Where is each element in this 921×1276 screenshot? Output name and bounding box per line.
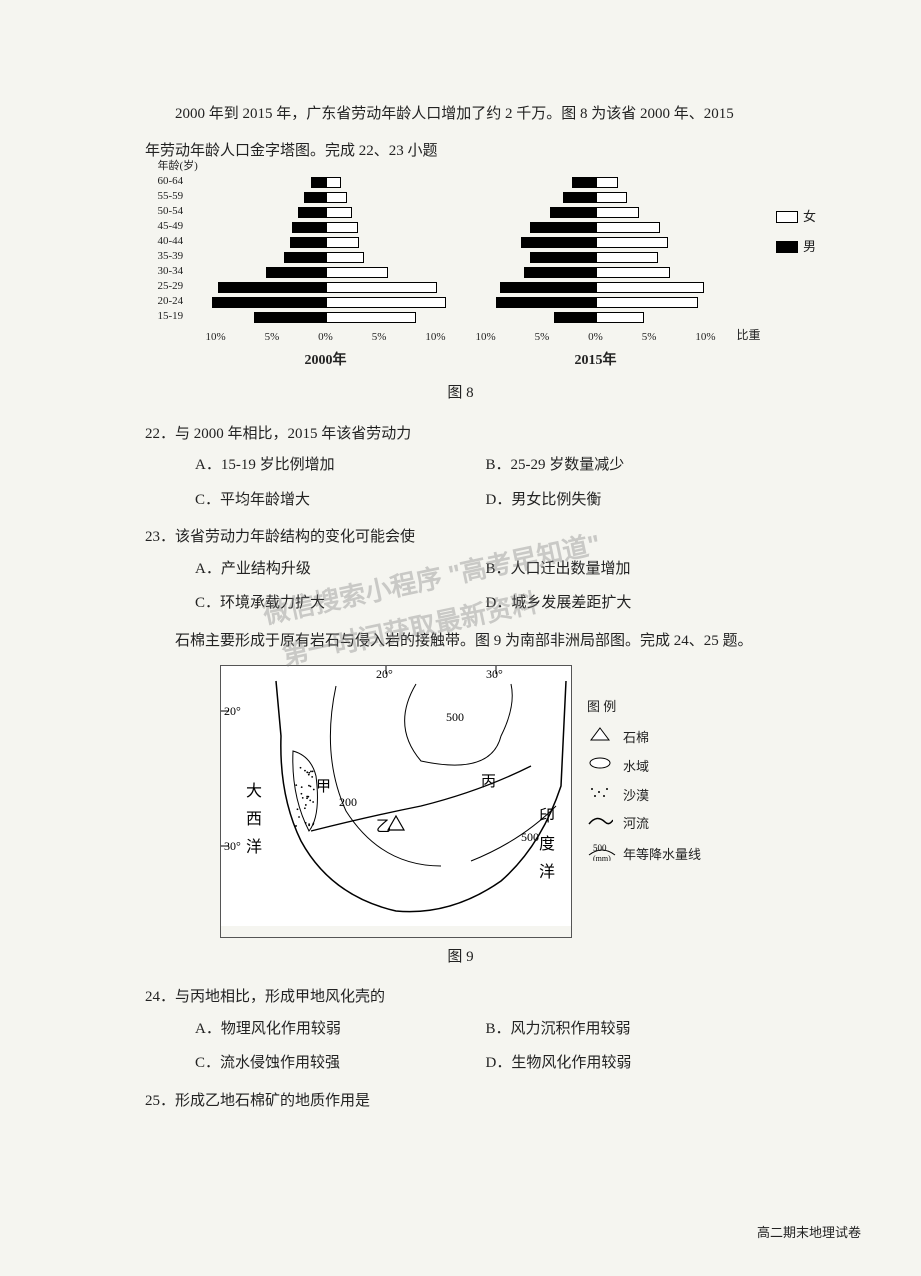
pyramid-2015: 10%5%0%5%10% 2015年 比重 (476, 175, 716, 374)
map-legend-title: 图 例 (587, 695, 701, 720)
svg-text:30°: 30° (224, 839, 241, 853)
map-legend: 图 例 石棉水域沙漠河流500(mm)年等降水量线 (587, 665, 701, 938)
page-footer: 高二期末地理试卷 (757, 1221, 861, 1246)
figure-9-caption: 图 9 (145, 943, 776, 972)
svg-text:洋: 洋 (539, 863, 555, 881)
q23-option-c: C．环境承载力扩大 (195, 589, 486, 618)
legend-male-icon (776, 241, 798, 253)
svg-text:度: 度 (539, 835, 555, 853)
age-axis-labels: 年龄(岁)60-6455-5950-5445-4940-4435-3930-34… (158, 175, 198, 324)
svg-text:20°: 20° (376, 667, 393, 681)
q24-option-d: D．生物风化作用较弱 (486, 1049, 777, 1078)
legend-male-label: 男 (803, 235, 816, 260)
svg-text:200: 200 (339, 795, 357, 809)
pyramid-2000: 年龄(岁)60-6455-5950-5445-4940-4435-3930-34… (206, 175, 446, 374)
legend-female-icon (776, 211, 798, 223)
question-23: 23．该省劳动力年龄结构的变化可能会使 A．产业结构升级 B．人口迁出数量增加 … (145, 523, 776, 621)
q25-stem: 25．形成乙地石棉矿的地质作用是 (145, 1087, 776, 1116)
q22-option-c: C．平均年龄增大 (195, 486, 486, 515)
q22-option-d: D．男女比例失衡 (486, 486, 777, 515)
legend-female-label: 女 (803, 205, 816, 230)
svg-text:20°: 20° (224, 704, 241, 718)
q23-option-d: D．城乡发展差距扩大 (486, 589, 777, 618)
q23-stem: 23．该省劳动力年龄结构的变化可能会使 (145, 523, 776, 552)
svg-text:(mm): (mm) (593, 854, 611, 861)
figure-8-caption: 图 8 (145, 379, 776, 408)
pyramid-axis-2000: 10%5%0%5%10% (206, 327, 446, 348)
year-label-2015: 2015年 (476, 348, 716, 375)
svg-text:500: 500 (446, 710, 464, 724)
q24-option-b: B．风力沉积作用较弱 (486, 1015, 777, 1044)
svg-text:丙: 丙 (481, 774, 496, 790)
axis-label-bizlabel: 比重 (736, 324, 760, 347)
map-container: 甲乙丙20050050020°30°大西洋印度洋20°30° 图 例 石棉水域沙… (145, 665, 776, 938)
q22-option-a: A．15-19 岁比例增加 (195, 451, 486, 480)
svg-text:500: 500 (521, 830, 539, 844)
svg-text:印: 印 (539, 807, 555, 825)
pyramid-bars-2015 (476, 175, 716, 325)
intro-line-1: 2000 年到 2015 年，广东省劳动年龄人口增加了约 2 千万。图 8 为该… (145, 100, 776, 129)
svg-text:大: 大 (246, 782, 262, 800)
svg-text:西: 西 (246, 811, 262, 828)
year-label-2000: 2000年 (206, 348, 446, 375)
svg-text:洋: 洋 (246, 838, 262, 856)
q24-stem: 24．与丙地相比，形成甲地风化壳的 (145, 983, 776, 1012)
pyramid-chart-container: 年龄(岁)60-6455-5950-5445-4940-4435-3930-34… (145, 175, 776, 374)
q23-option-b: B．人口迁出数量增加 (486, 555, 777, 584)
q24-option-c: C．流水侵蚀作用较强 (195, 1049, 486, 1078)
svg-text:30°: 30° (486, 667, 503, 681)
q23-option-a: A．产业结构升级 (195, 555, 486, 584)
svg-text:500: 500 (593, 843, 607, 853)
passage-2-intro: 石棉主要形成于原有岩石与侵入岩的接触带。图 9 为南部非洲局部图。完成 24、2… (145, 627, 776, 656)
intro-line-2: 年劳动年龄人口金字塔图。完成 22、23 小题 (145, 137, 776, 166)
question-24: 24．与丙地相比，形成甲地风化壳的 A．物理风化作用较弱 B．风力沉积作用较弱 … (145, 983, 776, 1081)
svg-text:乙: 乙 (376, 819, 391, 835)
q22-option-b: B．25-29 岁数量减少 (486, 451, 777, 480)
map-figure: 甲乙丙20050050020°30°大西洋印度洋20°30° (220, 665, 572, 938)
question-22: 22．与 2000 年相比，2015 年该省劳动力 A．15-19 岁比例增加 … (145, 420, 776, 518)
map-svg: 甲乙丙20050050020°30°大西洋印度洋20°30° (221, 666, 571, 926)
q22-stem: 22．与 2000 年相比，2015 年该省劳动力 (145, 420, 776, 449)
pyramid-legend: 女 男 (776, 205, 816, 264)
pyramid-bars-2000 (206, 175, 446, 325)
q24-option-a: A．物理风化作用较弱 (195, 1015, 486, 1044)
question-25: 25．形成乙地石棉矿的地质作用是 (145, 1087, 776, 1116)
pyramid-axis-2015: 10%5%0%5%10% (476, 327, 716, 348)
svg-text:甲: 甲 (316, 779, 331, 795)
